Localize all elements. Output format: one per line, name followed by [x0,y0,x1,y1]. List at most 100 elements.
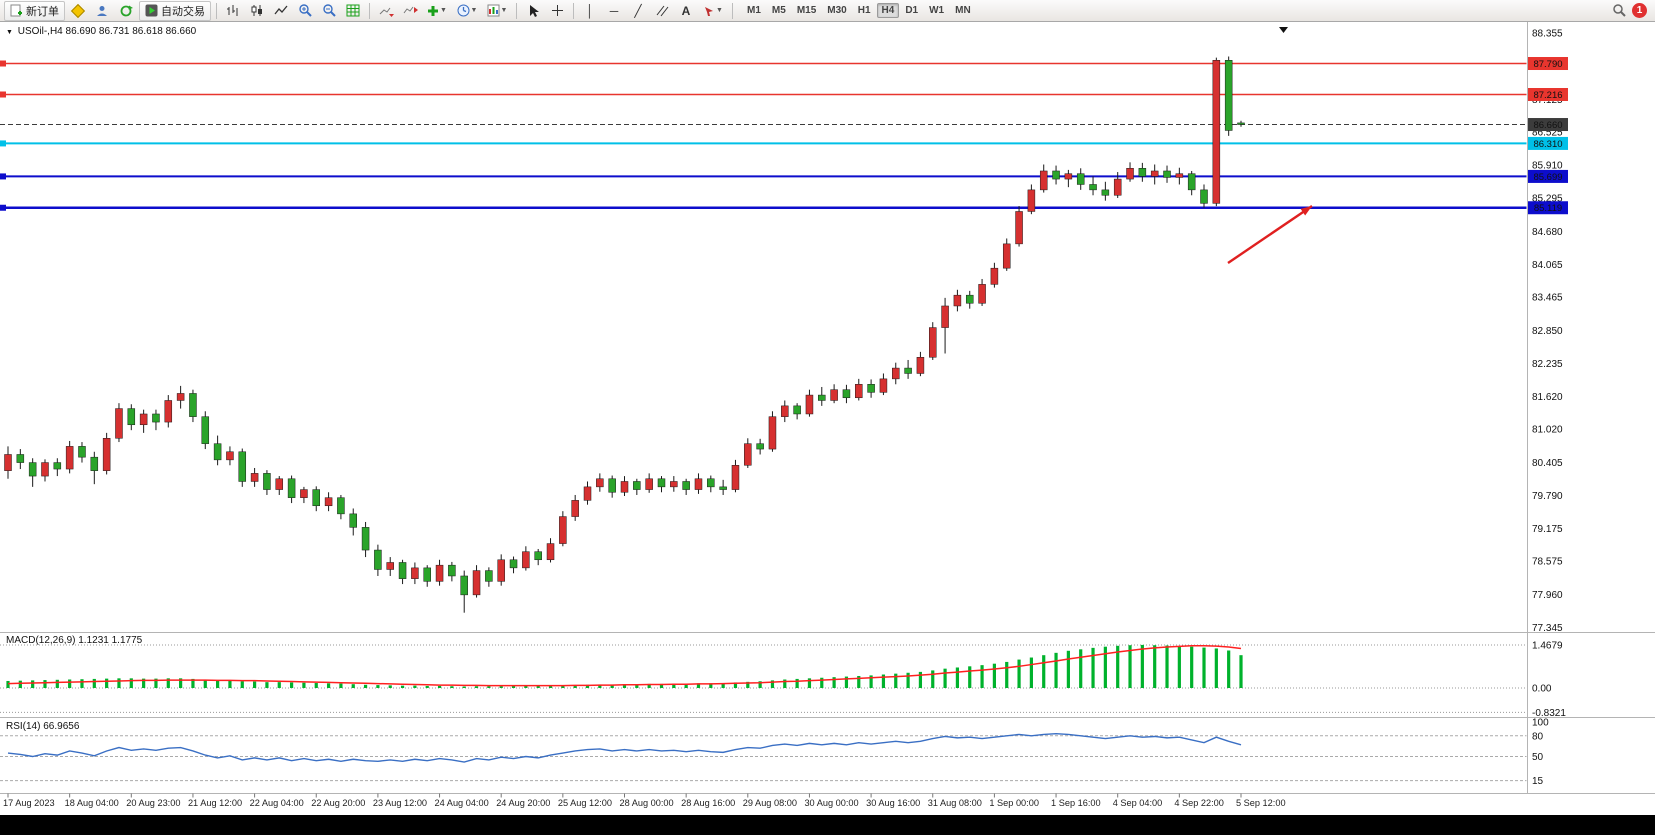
toolbar-separator [369,2,370,19]
svg-text:17 Aug 2023: 17 Aug 2023 [3,798,55,808]
svg-text:50: 50 [1532,752,1544,763]
chart-window: 88.35587.74087.12586.52585.91085.29584.6… [0,22,1655,815]
timeframe-group: M1 M5 M15 M30 H1 H4 D1 W1 MN [742,3,976,18]
new-order-label: 新订单 [26,5,59,18]
svg-text:23 Aug 12:00: 23 Aug 12:00 [373,798,427,808]
refresh-icon[interactable] [115,1,137,21]
trendline-icon[interactable]: ╱ [634,3,642,18]
profile-icon[interactable] [91,1,113,21]
svg-text:100: 100 [1532,718,1549,729]
svg-text:83.465: 83.465 [1532,293,1563,304]
auto-scroll-icon[interactable] [375,1,397,21]
toolbar-separator [516,2,517,19]
tf-m30-button[interactable]: M30 [827,5,847,16]
template-button[interactable]: ▼ [483,1,511,21]
svg-text:1 Sep 16:00: 1 Sep 16:00 [1051,798,1101,808]
rsi-line [7,733,1242,763]
annotation-arrow[interactable] [1227,205,1313,264]
cursor-icon[interactable] [522,1,544,21]
macd-signal-line [7,645,1242,687]
vertical-line-icon[interactable]: │ [586,3,594,18]
line-chart-icon[interactable] [270,1,292,21]
svg-text:24 Aug 20:00: 24 Aug 20:00 [496,798,550,808]
search-icon[interactable] [1608,1,1630,21]
svg-text:15: 15 [1532,776,1544,787]
tf-w1-button[interactable]: W1 [929,5,945,16]
svg-text:22 Aug 20:00: 22 Aug 20:00 [311,798,365,808]
line-anchor[interactable] [0,204,6,211]
candlestick-icon[interactable] [246,1,268,21]
arrows-tool-icon[interactable]: ▼ [699,1,727,21]
svg-text:79.175: 79.175 [1532,524,1563,535]
collapse-icon[interactable]: ▼ [6,29,13,36]
svg-text:29 Aug 08:00: 29 Aug 08:00 [743,798,797,808]
price-axis: 88.35587.74087.12586.52585.91085.29584.6… [1532,29,1563,635]
add-indicator-button[interactable]: ▼ [428,5,447,16]
chart-shift-icon[interactable] [399,1,421,21]
line-anchor[interactable] [0,140,6,147]
svg-text:81.620: 81.620 [1532,392,1563,403]
price-tag-87.216 [1528,88,1568,102]
svg-text:18 Aug 04:00: 18 Aug 04:00 [65,798,119,808]
crosshair-icon[interactable] [546,1,568,21]
line-anchor[interactable] [0,173,6,180]
svg-text:86.310: 86.310 [1533,139,1562,150]
symbols-icon[interactable] [67,1,89,21]
price-tag-87.790 [1528,57,1568,71]
svg-text:30 Aug 16:00: 30 Aug 16:00 [866,798,920,808]
svg-text:88.355: 88.355 [1532,29,1563,40]
scroll-to-end-marker[interactable] [1279,27,1288,33]
play-icon [145,4,158,17]
new-order-button[interactable]: 新订单 [4,0,65,21]
tf-d1-button[interactable]: D1 [905,5,919,16]
svg-text:28 Aug 16:00: 28 Aug 16:00 [681,798,735,808]
tf-m1-button[interactable]: M1 [747,5,761,16]
macd-histogram [6,644,1243,688]
bar-chart-icon[interactable] [222,1,244,21]
svg-text:84.065: 84.065 [1532,260,1563,271]
svg-text:80.405: 80.405 [1532,458,1563,469]
line-anchor[interactable] [0,91,6,98]
notification-badge[interactable]: 1 [1632,3,1647,18]
grid-icon[interactable] [342,1,364,21]
svg-text:87.216: 87.216 [1533,90,1562,101]
bottom-bar [0,815,1655,835]
price-tag-85.699 [1528,169,1568,183]
price-tag-86.660 [1528,118,1568,132]
svg-text:85.119: 85.119 [1534,203,1562,214]
time-axis: 17 Aug 2023 18 Aug 04:00 20 Aug 23:00 21 Au… [3,793,1286,808]
svg-text:-0.8321: -0.8321 [1532,708,1566,719]
horizontal-lines [0,60,1527,211]
svg-text:25 Aug 12:00: 25 Aug 12:00 [558,798,612,808]
svg-text:85.699: 85.699 [1533,172,1562,183]
period-selector-button[interactable]: ▼ [453,1,481,21]
main-toolbar: 新订单 自动交易 ▼ ▼ ▼ [0,0,1655,22]
svg-text:5 Sep 12:00: 5 Sep 12:00 [1236,798,1286,808]
tf-h1-button[interactable]: H1 [857,5,871,16]
svg-text:0.00: 0.00 [1532,684,1552,695]
svg-text:82.235: 82.235 [1532,359,1563,370]
svg-text:20 Aug 23:00: 20 Aug 23:00 [126,798,180,808]
line-anchor[interactable] [0,60,6,67]
toolbar-separator [573,2,574,19]
svg-text:77.345: 77.345 [1532,623,1563,634]
svg-text:87.790: 87.790 [1533,59,1562,70]
chart-ohlc-values: 86.690 86.731 86.618 86.660 [65,26,197,37]
auto-trading-button[interactable]: 自动交易 [139,0,211,21]
svg-text:30 Aug 00:00: 30 Aug 00:00 [804,798,858,808]
horizontal-line-icon[interactable]: ─ [609,3,619,18]
text-tool-icon[interactable]: A [681,3,691,18]
zoom-out-icon[interactable] [318,1,340,21]
tf-m15-button[interactable]: M15 [796,5,817,16]
tf-mn-button[interactable]: MN [955,5,971,16]
zoom-in-icon[interactable] [294,1,316,21]
tf-m5-button[interactable]: M5 [771,5,786,16]
chart-canvas[interactable]: 88.35587.74087.12586.52585.91085.29584.6… [0,22,1655,815]
tf-h4-button[interactable]: H4 [876,3,900,18]
annotation-arrowhead [1300,206,1312,216]
channel-icon[interactable] [651,1,673,21]
svg-text:1.4679: 1.4679 [1532,640,1563,651]
macd-indicator-label: MACD(12,26,9) 1.1231 1.1775 [6,635,143,646]
svg-text:22 Aug 04:00: 22 Aug 04:00 [250,798,304,808]
svg-text:4 Sep 22:00: 4 Sep 22:00 [1174,798,1224,808]
